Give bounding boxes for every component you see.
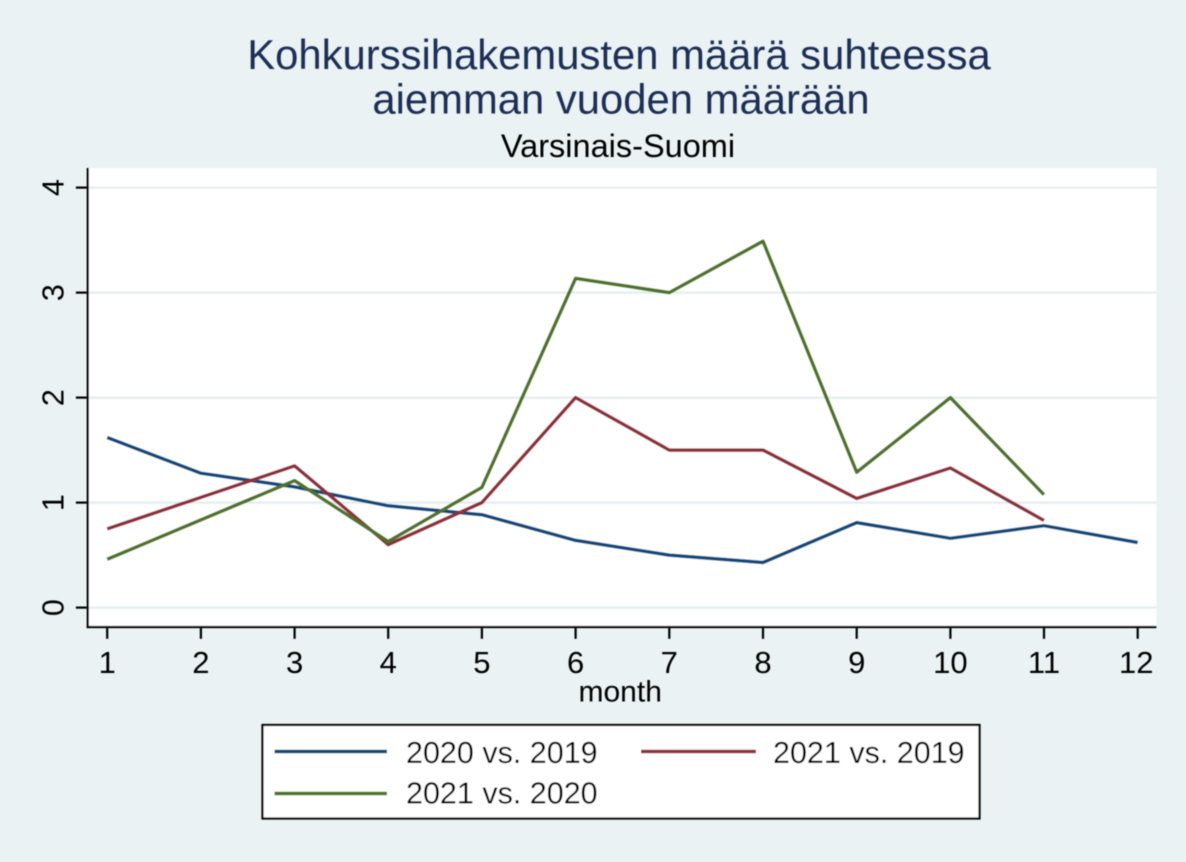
svg-text:month: month bbox=[579, 676, 662, 709]
svg-text:2021 vs. 2019: 2021 vs. 2019 bbox=[773, 736, 965, 770]
svg-text:5: 5 bbox=[473, 645, 490, 680]
svg-text:9: 9 bbox=[848, 645, 865, 680]
svg-text:1: 1 bbox=[99, 645, 116, 680]
svg-text:11: 11 bbox=[1028, 645, 1060, 680]
svg-text:Varsinais-Suomi: Varsinais-Suomi bbox=[501, 128, 735, 164]
svg-text:4: 4 bbox=[36, 179, 70, 196]
svg-text:7: 7 bbox=[661, 645, 678, 680]
svg-text:2: 2 bbox=[36, 389, 70, 406]
svg-text:10: 10 bbox=[933, 645, 967, 680]
svg-text:6: 6 bbox=[567, 645, 584, 680]
svg-text:2020 vs. 2019: 2020 vs. 2019 bbox=[406, 736, 598, 770]
svg-text:3: 3 bbox=[286, 645, 303, 680]
svg-text:2: 2 bbox=[192, 645, 209, 680]
svg-text:3: 3 bbox=[36, 284, 70, 301]
svg-text:8: 8 bbox=[754, 645, 771, 680]
svg-text:aiemman vuoden määrään: aiemman vuoden määrään bbox=[372, 75, 869, 122]
svg-text:Kohkurssihakemusten määrä suht: Kohkurssihakemusten määrä suhteessa bbox=[247, 31, 991, 78]
svg-text:2021 vs. 2020: 2021 vs. 2020 bbox=[406, 777, 598, 811]
svg-text:0: 0 bbox=[36, 599, 70, 616]
svg-text:4: 4 bbox=[380, 645, 397, 680]
svg-text:12: 12 bbox=[1119, 645, 1153, 680]
svg-text:1: 1 bbox=[36, 494, 70, 511]
